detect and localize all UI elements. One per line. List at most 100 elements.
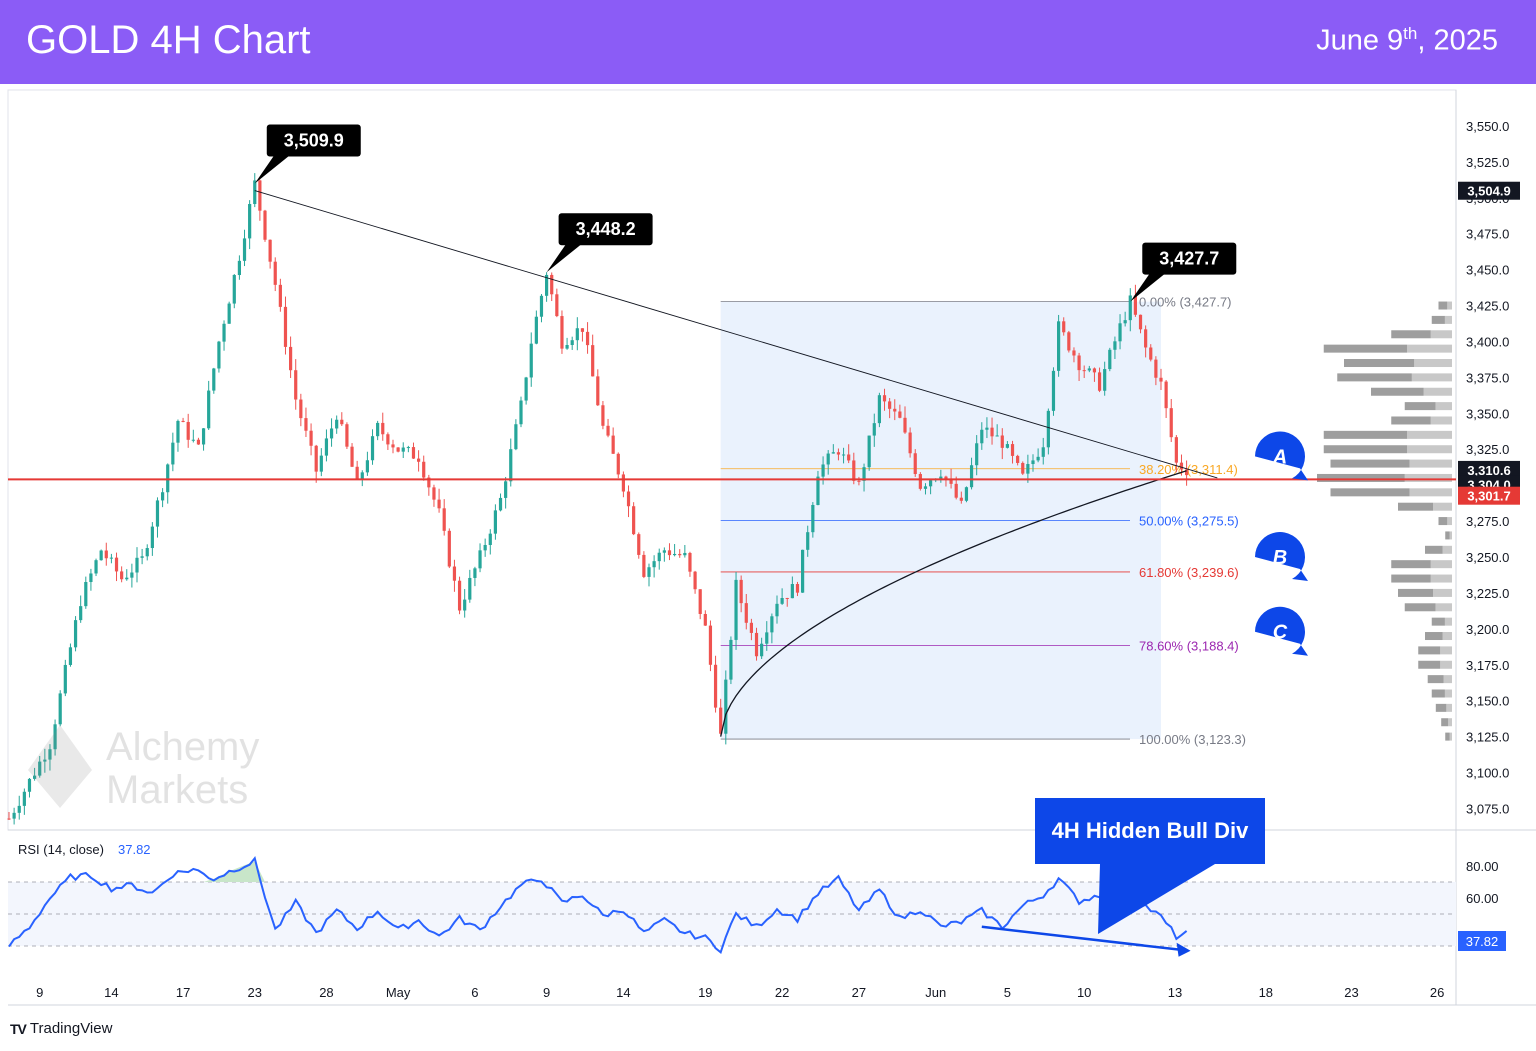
candle-body [463, 599, 467, 611]
target-bubble [1255, 532, 1308, 581]
target-bubble-label: B [1273, 547, 1287, 569]
rsi-y-tick-label: 80.00 [1466, 859, 1499, 874]
candle-body [1128, 295, 1132, 321]
candle-body [207, 390, 211, 429]
candle-body [760, 643, 764, 657]
volume-profile-bar [1445, 531, 1450, 540]
volume-profile-bar [1404, 402, 1436, 411]
rsi-line [8, 856, 1188, 955]
target-bubble-label: C [1273, 622, 1288, 644]
candle-body [719, 707, 723, 734]
candle-body [1164, 381, 1168, 409]
candle-body [227, 303, 231, 324]
candle-body [1067, 332, 1071, 351]
divergence-arrow-head [1176, 942, 1191, 957]
candle-body [1138, 314, 1143, 330]
y-tick-label: 3,550.0 [1466, 119, 1509, 134]
fib-level-label: 0.00% (3,427.7) [1139, 295, 1232, 310]
x-tick-label: 14 [616, 985, 630, 1000]
swing-label-pointer [1130, 272, 1167, 302]
candle-body [79, 606, 83, 621]
volume-profile-bar [1444, 315, 1452, 324]
candle-body [222, 323, 226, 342]
y-tick-label: 3,100.0 [1466, 766, 1509, 781]
candle-body [872, 423, 876, 436]
candle-body [949, 479, 953, 484]
price-badge [1458, 460, 1520, 479]
volume-profile-bar [1446, 703, 1452, 712]
x-tick-label: 22 [775, 985, 789, 1000]
y-tick-label: 3,375.0 [1466, 370, 1509, 385]
rsi-pane[interactable]: 80.00 60.00 RSI (14, close) 37.82 37.82 [8, 842, 1506, 955]
candle-body [678, 553, 682, 556]
candle-body [498, 497, 503, 511]
candle-body [73, 620, 78, 648]
volume-profile-bar [1444, 617, 1452, 626]
tradingview-footer[interactable]: TV TradingView [10, 1020, 112, 1037]
price-pane[interactable]: 3,550.03,525.03,500.03,475.03,450.03,425… [7, 89, 1536, 1006]
candle-body [468, 577, 472, 600]
chart-title: GOLD 4H Chart [26, 18, 311, 62]
rsi-value-badge-label: 37.82 [1466, 934, 1499, 949]
candle-body [376, 422, 380, 437]
candle-body [504, 481, 508, 498]
candle-body [84, 582, 88, 607]
candle-body [406, 447, 410, 449]
candle-body [38, 761, 42, 776]
swing-label-text: 3,448.2 [576, 219, 636, 239]
candle-body [637, 534, 641, 555]
candle-body [120, 571, 124, 580]
candle-body [181, 420, 185, 422]
fib-level-label: 100.00% (3,123.3) [1139, 732, 1246, 747]
candle-body [1046, 410, 1050, 448]
volume-profile-bar [1404, 603, 1436, 612]
volume-profile-bar [1430, 330, 1452, 339]
candle-body [616, 453, 620, 475]
candle-body [1057, 321, 1061, 371]
candle-body [68, 647, 73, 665]
candle-body [862, 467, 866, 481]
candle-body [944, 476, 948, 480]
candle-body [1016, 455, 1020, 463]
candle-body [985, 427, 989, 430]
candle-body [698, 589, 702, 614]
volume-profile-bar [1330, 459, 1410, 468]
volume-profile-bar [1435, 603, 1452, 612]
chart-canvas[interactable]: 3,550.03,525.03,500.03,475.03,450.03,425… [0, 84, 1536, 1020]
candle-body [437, 499, 441, 509]
candle-body [867, 435, 871, 468]
y-tick-label: 3,450.0 [1466, 263, 1509, 278]
volume-profile-bar [1409, 459, 1452, 468]
volume-profile-bar [1409, 488, 1452, 497]
alchemy-logo-icon [28, 725, 92, 808]
divergence-arrow-line [981, 925, 1181, 952]
rsi-value-badge [1458, 931, 1506, 951]
candle-body [780, 597, 784, 604]
candle-body [514, 424, 518, 450]
candle-body [1133, 295, 1137, 315]
candle-body [7, 818, 11, 820]
volume-profile-bar [1323, 430, 1408, 439]
volume-profile-bar [1398, 502, 1434, 511]
x-tick-label: 9 [543, 985, 550, 1000]
candle-body [360, 472, 364, 479]
price-badge-label: 3,504.9 [1467, 184, 1510, 199]
candle-body [662, 550, 666, 553]
tradingview-logo-icon: TV [10, 1020, 27, 1037]
candle-body [345, 424, 349, 447]
x-tick-label: 19 [698, 985, 712, 1000]
candle-body [903, 417, 907, 433]
fib-level-label: 50.00% (3,275.5) [1139, 513, 1239, 528]
candle-body [104, 550, 108, 559]
y-tick-label: 3,325.0 [1466, 442, 1509, 457]
price-badge [1458, 486, 1520, 505]
candle-body [289, 346, 293, 371]
price-badge-label: 3,310.6 [1467, 463, 1510, 478]
candle-body [1185, 469, 1189, 476]
candle-body [806, 532, 810, 550]
volume-profile-bar [1398, 588, 1434, 597]
volume-profile-bar [1430, 416, 1452, 425]
candle-body [1077, 355, 1081, 371]
volume-profile-bar [1431, 617, 1445, 626]
candle-body [1005, 444, 1009, 448]
